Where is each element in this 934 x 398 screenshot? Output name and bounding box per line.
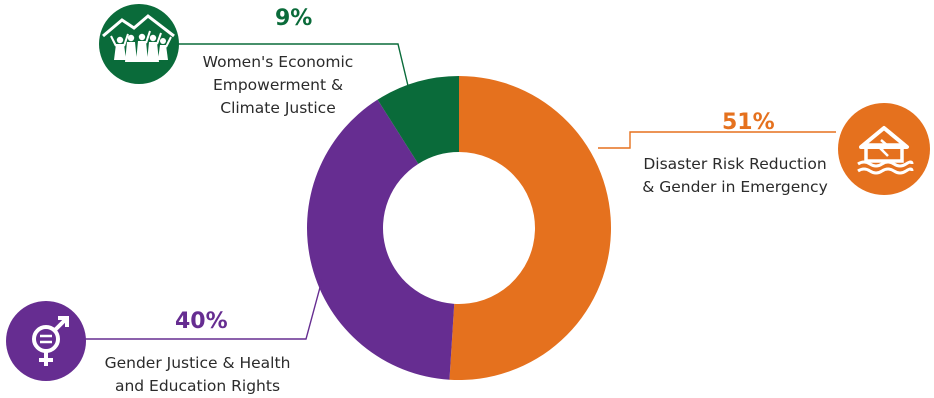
category-label-line: Empowerment & xyxy=(212,76,344,94)
category-label-line: & Gender in Emergency xyxy=(642,178,828,196)
category-label-drr: Disaster Risk Reduction & Gender in Emer… xyxy=(635,153,835,199)
slice-womens-economic-empowerment xyxy=(377,76,459,164)
slice-disaster-risk-reduction xyxy=(449,76,611,380)
category-label-line: Disaster Risk Reduction xyxy=(643,155,827,173)
women-group-mountain-icon xyxy=(99,4,179,84)
slice-gender-justice xyxy=(307,99,455,380)
donut-slices xyxy=(307,76,611,380)
value-label-drr: 51% xyxy=(722,110,775,135)
category-label-line: and Education Rights xyxy=(114,377,281,395)
category-label-women: Women's Economic Empowerment & Climate J… xyxy=(186,51,370,120)
leader-line-drr xyxy=(598,131,836,149)
value-label-gender: 40% xyxy=(175,309,228,334)
value-label-women: 9% xyxy=(275,6,313,31)
category-label-line: Women's Economic xyxy=(202,53,354,71)
category-label-gender: Gender Justice & Health and Education Ri… xyxy=(95,352,300,398)
category-label-line: Gender Justice & Health xyxy=(104,354,291,372)
leader-line-women xyxy=(178,43,410,91)
category-label-line: Climate Justice xyxy=(220,99,336,117)
leader-line-gender xyxy=(85,279,323,340)
flooded-house-icon xyxy=(838,103,930,195)
gender-equality-icon xyxy=(6,301,86,381)
